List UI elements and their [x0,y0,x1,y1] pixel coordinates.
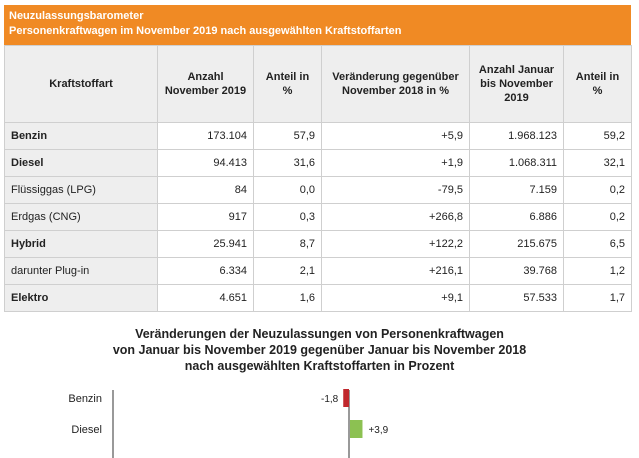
table-cell: +216,1 [321,257,470,285]
category-label: Benzin [68,393,102,405]
row-label: Erdgas (CNG) [4,203,158,231]
chart-title: Veränderungen der Neuzulassungen von Per… [0,326,639,374]
table-cell: 25.941 [157,230,254,258]
header-banner: Neuzulassungsbarometer Personenkraftwage… [4,5,631,45]
table-cell: 0,2 [563,203,632,231]
table-cell: 32,1 [563,149,632,177]
table-cell: -79,5 [321,176,470,204]
row-label: Elektro [4,284,158,312]
table-cell: 0,3 [253,203,322,231]
banner-subtitle: Personenkraftwagen im November 2019 nach… [9,25,402,37]
table-cell: 1.068.311 [469,149,564,177]
table-cell: 59,2 [563,122,632,150]
table-cell: 7.159 [469,176,564,204]
col-header: Anzahl November 2019 [157,45,254,123]
table-cell: 0,2 [563,176,632,204]
table-cell: 6,5 [563,230,632,258]
table-cell: 1,2 [563,257,632,285]
table-cell: 84 [157,176,254,204]
col-header: Anzahl Januar bis November 2019 [469,45,564,123]
chart-title-line: Veränderungen der Neuzulassungen von Per… [135,327,504,341]
col-header: Anteil in % [253,45,322,123]
table-row: Elektro 4.651 1,6 +9,1 57.533 1,7 [4,284,632,312]
table-cell: 6.886 [469,203,564,231]
col-header: Kraftstoffart [4,45,158,123]
row-label: Flüssiggas (LPG) [4,176,158,204]
table-cell: +9,1 [321,284,470,312]
row-label: darunter Plug-in [4,257,158,285]
data-label: +3,9 [368,425,388,436]
table-row: darunter Plug-in 6.334 2,1 +216,1 39.768… [4,257,632,285]
table-cell: +1,9 [321,149,470,177]
col-header: Veränderung gegenüber November 2018 in % [321,45,470,123]
table-cell: 31,6 [253,149,322,177]
table-cell: 57.533 [469,284,564,312]
row-label: Benzin [4,122,158,150]
row-label: Hybrid [4,230,158,258]
registration-table: Kraftstoffart Anzahl November 2019 Antei… [4,45,632,312]
bar [350,420,363,438]
table-cell: 173.104 [157,122,254,150]
col-header: Anteil in % [563,45,632,123]
table-cell: 215.675 [469,230,564,258]
table-cell: 1,6 [253,284,322,312]
table-cell: 6.334 [157,257,254,285]
bar [343,389,349,407]
table-row: Erdgas (CNG) 917 0,3 +266,8 6.886 0,2 [4,203,632,231]
table-cell: 39.768 [469,257,564,285]
table-cell: 8,7 [253,230,322,258]
chart-title-line: nach ausgewählten Kraftstoffarten in Pro… [184,359,455,373]
table-cell: 917 [157,203,254,231]
table-cell: 1,7 [563,284,632,312]
table-row: Benzin 173.104 57,9 +5,9 1.968.123 59,2 [4,122,632,150]
table-cell: +122,2 [321,230,470,258]
table-cell: 1.968.123 [469,122,564,150]
table-cell: 0,0 [253,176,322,204]
table-cell: 2,1 [253,257,322,285]
table-row: Flüssiggas (LPG) 84 0,0 -79,5 7.159 0,2 [4,176,632,204]
table-cell: 57,9 [253,122,322,150]
table-cell: 94.413 [157,149,254,177]
table-cell: +5,9 [321,122,470,150]
table-row: Hybrid 25.941 8,7 +122,2 215.675 6,5 [4,230,632,258]
category-label: Diesel [71,424,102,436]
data-label: -1,8 [321,394,339,405]
table-row: Diesel 94.413 31,6 +1,9 1.068.311 32,1 [4,149,632,177]
row-label: Diesel [4,149,158,177]
banner-title: Neuzulassungsbarometer [9,10,144,22]
chart-title-line: von Januar bis November 2019 gegenüber J… [112,343,527,357]
table-header-row: Kraftstoffart Anzahl November 2019 Antei… [4,45,632,123]
table-cell: 4.651 [157,284,254,312]
table-cell: +266,8 [321,203,470,231]
change-bar-chart: Benzin -1,8 Diesel +3,9 [68,389,389,458]
